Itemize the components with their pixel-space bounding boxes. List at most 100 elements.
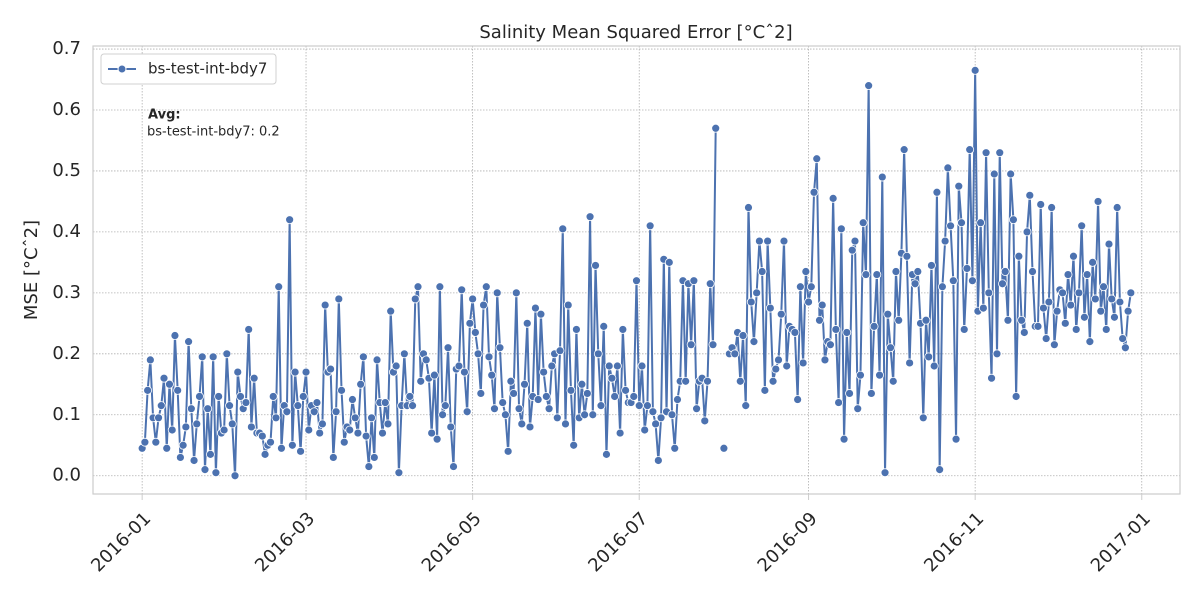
data-point bbox=[541, 392, 551, 401]
data-point bbox=[615, 428, 625, 438]
data-point bbox=[664, 257, 674, 267]
data-point bbox=[809, 187, 819, 197]
data-point bbox=[1069, 251, 1078, 261]
data-point bbox=[184, 337, 193, 347]
data-point bbox=[1060, 318, 1070, 328]
data-point bbox=[236, 392, 245, 401]
data-point bbox=[910, 279, 920, 289]
data-point bbox=[602, 449, 611, 459]
data-point bbox=[804, 297, 813, 307]
data-point bbox=[596, 401, 606, 411]
data-point bbox=[806, 282, 816, 292]
data-point bbox=[315, 428, 325, 438]
data-point bbox=[438, 410, 447, 420]
data-point bbox=[1107, 294, 1117, 304]
data-point bbox=[681, 376, 691, 386]
data-point bbox=[1093, 197, 1103, 206]
data-point bbox=[326, 364, 336, 374]
data-point bbox=[566, 385, 576, 395]
data-point bbox=[465, 318, 475, 328]
data-point bbox=[954, 181, 964, 191]
data-point bbox=[241, 398, 251, 407]
data-point bbox=[569, 440, 579, 450]
data-point bbox=[1044, 297, 1054, 307]
y-tick-label: 0.2 bbox=[52, 343, 81, 364]
data-point bbox=[318, 419, 327, 429]
data-point bbox=[738, 331, 748, 340]
data-point bbox=[610, 392, 620, 401]
data-point bbox=[405, 392, 415, 401]
data-point bbox=[214, 392, 224, 401]
data-point bbox=[815, 315, 824, 325]
data-point bbox=[776, 309, 786, 319]
data-point bbox=[913, 267, 923, 276]
data-point bbox=[337, 385, 346, 395]
data-point bbox=[1074, 288, 1084, 298]
data-point bbox=[779, 236, 789, 246]
data-point bbox=[653, 456, 663, 465]
data-point bbox=[372, 355, 382, 365]
data-point bbox=[331, 407, 341, 417]
data-point bbox=[757, 267, 767, 276]
data-point bbox=[410, 294, 420, 304]
data-point bbox=[1104, 239, 1114, 249]
data-point bbox=[328, 453, 338, 462]
data-point bbox=[233, 367, 243, 377]
data-point bbox=[211, 468, 221, 478]
data-point bbox=[416, 376, 426, 386]
data-point bbox=[350, 413, 360, 423]
data-point bbox=[159, 373, 169, 383]
legend-marker bbox=[117, 64, 127, 74]
data-point bbox=[861, 270, 871, 279]
data-point bbox=[612, 361, 622, 371]
data-point bbox=[632, 276, 641, 286]
data-point bbox=[839, 434, 849, 444]
data-point bbox=[935, 465, 945, 475]
data-point bbox=[582, 389, 592, 398]
chart-title: Salinity Mean Squared Error [°Cˆ2] bbox=[479, 22, 792, 43]
data-point bbox=[891, 267, 901, 276]
data-point bbox=[197, 352, 207, 362]
data-point bbox=[774, 355, 783, 365]
data-point bbox=[932, 187, 942, 197]
data-point bbox=[643, 401, 652, 411]
data-point bbox=[1041, 334, 1051, 343]
data-point bbox=[203, 404, 213, 414]
data-point bbox=[348, 395, 357, 404]
data-point bbox=[968, 276, 977, 286]
data-point bbox=[894, 315, 904, 325]
data-point bbox=[981, 148, 991, 158]
data-point bbox=[1101, 325, 1111, 334]
data-point bbox=[356, 379, 366, 389]
data-point bbox=[391, 361, 401, 371]
data-point bbox=[208, 352, 218, 362]
data-point bbox=[498, 398, 508, 407]
data-point bbox=[995, 148, 1005, 158]
data-point bbox=[244, 325, 254, 334]
data-point bbox=[386, 306, 396, 316]
data-point bbox=[640, 425, 650, 435]
data-point bbox=[517, 419, 527, 429]
data-point bbox=[1090, 294, 1100, 304]
data-point bbox=[883, 309, 893, 319]
data-point bbox=[561, 419, 570, 429]
data-point bbox=[536, 309, 546, 319]
data-point bbox=[470, 328, 480, 337]
data-point bbox=[585, 212, 595, 222]
y-tick-label: 0.6 bbox=[52, 99, 81, 120]
data-point bbox=[634, 401, 644, 411]
data-point bbox=[937, 282, 947, 292]
data-point bbox=[1120, 343, 1130, 353]
data-point bbox=[473, 349, 483, 359]
data-point bbox=[1066, 300, 1076, 310]
data-point bbox=[1063, 270, 1073, 279]
data-point bbox=[607, 373, 617, 383]
data-point bbox=[1052, 306, 1062, 316]
data-point bbox=[495, 343, 505, 353]
data-point bbox=[520, 379, 529, 389]
data-point bbox=[670, 443, 680, 453]
data-point bbox=[427, 428, 437, 438]
data-point bbox=[847, 245, 857, 255]
data-point bbox=[260, 449, 270, 459]
